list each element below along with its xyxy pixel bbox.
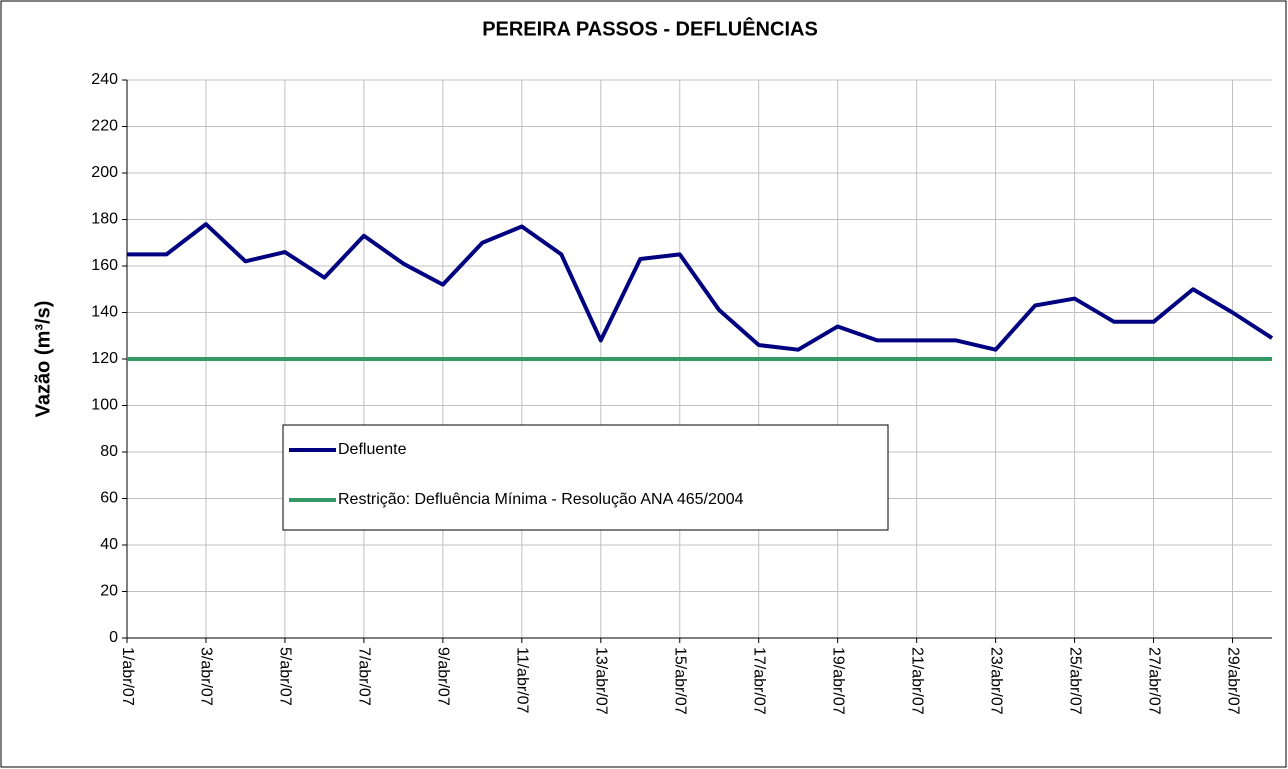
y-tick-label: 180	[91, 211, 118, 228]
y-tick-label: 200	[91, 164, 118, 181]
x-tick-label: 9/abr/07	[435, 647, 452, 706]
x-tick-label: 15/abr/07	[672, 647, 689, 715]
y-tick-label: 0	[109, 629, 118, 646]
y-tick-label: 20	[100, 583, 118, 600]
legend-label: Restrição: Defluência Mínima - Resolução…	[338, 491, 744, 508]
chart-title: PEREIRA PASSOS - DEFLUÊNCIAS	[482, 16, 818, 40]
y-tick-label: 100	[91, 397, 118, 414]
legend-label: Defluente	[338, 441, 407, 458]
y-axis-label: Vazão (m³/s)	[32, 301, 54, 418]
x-tick-label: 23/abr/07	[987, 647, 1004, 715]
y-tick-label: 160	[91, 257, 118, 274]
y-tick-label: 60	[100, 490, 118, 507]
x-tick-label: 25/abr/07	[1066, 647, 1083, 715]
x-tick-label: 29/abr/07	[1224, 647, 1241, 715]
y-tick-label: 120	[91, 350, 118, 367]
y-tick-label: 220	[91, 118, 118, 135]
x-tick-label: 27/abr/07	[1145, 647, 1162, 715]
y-tick-label: 80	[100, 443, 118, 460]
x-tick-label: 3/abr/07	[198, 647, 215, 706]
x-tick-label: 21/abr/07	[908, 647, 925, 715]
legend-box	[282, 424, 889, 531]
x-tick-label: 1/abr/07	[119, 647, 136, 706]
data-line	[127, 222, 1274, 352]
x-tick-label: 17/abr/07	[750, 647, 767, 715]
y-tick-label: 140	[91, 304, 118, 321]
x-tick-label: 5/abr/07	[277, 647, 294, 706]
x-tick-label: 13/abr/07	[593, 647, 610, 715]
y-tick-label: 240	[91, 71, 118, 88]
x-tick-label: 19/abr/07	[829, 647, 846, 715]
y-tick-label: 40	[100, 536, 118, 553]
x-tick-label: 11/abr/07	[514, 647, 531, 714]
x-tick-label: 7/abr/07	[356, 647, 373, 706]
